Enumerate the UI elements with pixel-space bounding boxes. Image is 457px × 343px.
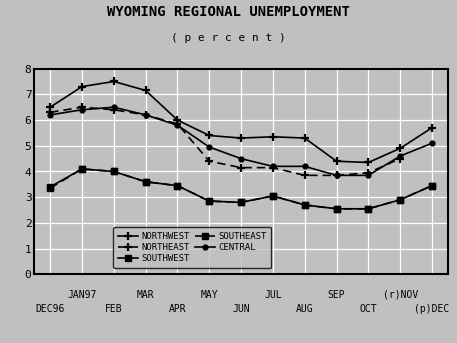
SOUTHWEST: [429, 184, 435, 188]
Text: AUG: AUG: [296, 304, 314, 314]
NORTHEAST: [398, 156, 403, 161]
SOUTHWEST: [270, 194, 276, 198]
CENTRAL: [79, 108, 85, 112]
NORTHWEST: [111, 79, 117, 83]
SOUTHEAST: [366, 207, 371, 211]
Text: SEP: SEP: [328, 290, 345, 300]
CENTRAL: [302, 164, 308, 168]
CENTRAL: [429, 141, 435, 145]
Text: (p)DEC: (p)DEC: [414, 304, 450, 314]
NORTHWEST: [143, 88, 149, 93]
SOUTHEAST: [111, 169, 117, 174]
CENTRAL: [239, 156, 244, 161]
Text: WYOMING REGIONAL UNEMPLOYMENT: WYOMING REGIONAL UNEMPLOYMENT: [107, 5, 350, 19]
Text: FEB: FEB: [105, 304, 122, 314]
Text: JUL: JUL: [264, 290, 282, 300]
NORTHEAST: [175, 122, 180, 126]
CENTRAL: [366, 173, 371, 177]
NORTHWEST: [207, 133, 212, 138]
Text: MAY: MAY: [201, 290, 218, 300]
NORTHEAST: [334, 173, 339, 177]
NORTHEAST: [239, 166, 244, 170]
NORTHWEST: [270, 135, 276, 139]
NORTHWEST: [48, 105, 53, 109]
SOUTHEAST: [143, 180, 149, 184]
NORTHWEST: [429, 126, 435, 130]
NORTHWEST: [79, 84, 85, 88]
SOUTHWEST: [111, 169, 117, 174]
Text: DEC96: DEC96: [36, 304, 65, 314]
Text: APR: APR: [169, 304, 186, 314]
NORTHWEST: [398, 146, 403, 150]
NORTHEAST: [111, 108, 117, 112]
NORTHWEST: [175, 118, 180, 122]
CENTRAL: [270, 164, 276, 168]
SOUTHWEST: [398, 198, 403, 202]
Text: (r)NOV: (r)NOV: [383, 290, 418, 300]
SOUTHWEST: [366, 207, 371, 211]
NORTHWEST: [239, 136, 244, 140]
SOUTHWEST: [175, 184, 180, 188]
NORTHEAST: [207, 159, 212, 163]
SOUTHWEST: [334, 207, 339, 211]
Text: OCT: OCT: [360, 304, 377, 314]
SOUTHEAST: [79, 167, 85, 171]
NORTHWEST: [302, 136, 308, 140]
SOUTHEAST: [270, 194, 276, 198]
CENTRAL: [175, 123, 180, 127]
NORTHEAST: [366, 171, 371, 175]
NORTHEAST: [270, 166, 276, 170]
SOUTHWEST: [207, 199, 212, 203]
NORTHEAST: [143, 113, 149, 117]
Text: JAN97: JAN97: [67, 290, 97, 300]
SOUTHEAST: [48, 186, 53, 190]
NORTHEAST: [79, 105, 85, 109]
CENTRAL: [334, 173, 339, 177]
SOUTHEAST: [429, 184, 435, 188]
CENTRAL: [207, 145, 212, 149]
Legend: NORTHWEST, NORTHEAST, SOUTHWEST, SOUTHEAST, CENTRAL: NORTHWEST, NORTHEAST, SOUTHWEST, SOUTHEA…: [113, 227, 271, 268]
NORTHWEST: [334, 159, 339, 163]
CENTRAL: [398, 154, 403, 158]
SOUTHEAST: [302, 203, 308, 207]
Text: JUN: JUN: [232, 304, 250, 314]
CENTRAL: [143, 113, 149, 117]
SOUTHEAST: [207, 199, 212, 203]
Text: ( p e r c e n t ): ( p e r c e n t ): [171, 33, 286, 43]
SOUTHWEST: [48, 185, 53, 189]
NORTHEAST: [48, 110, 53, 114]
CENTRAL: [111, 105, 117, 109]
Line: SOUTHEAST: SOUTHEAST: [48, 166, 435, 212]
Text: MAR: MAR: [137, 290, 154, 300]
SOUTHEAST: [175, 184, 180, 188]
CENTRAL: [48, 113, 53, 117]
SOUTHWEST: [79, 167, 85, 171]
NORTHWEST: [366, 161, 371, 165]
SOUTHEAST: [239, 200, 244, 204]
SOUTHWEST: [239, 200, 244, 204]
Line: CENTRAL: CENTRAL: [48, 105, 435, 178]
SOUTHWEST: [302, 203, 308, 207]
Line: SOUTHWEST: SOUTHWEST: [48, 166, 435, 212]
SOUTHEAST: [334, 207, 339, 211]
Line: NORTHEAST: NORTHEAST: [46, 103, 404, 179]
SOUTHEAST: [398, 198, 403, 202]
NORTHEAST: [302, 173, 308, 177]
Line: NORTHWEST: NORTHWEST: [46, 77, 436, 167]
SOUTHWEST: [143, 180, 149, 184]
